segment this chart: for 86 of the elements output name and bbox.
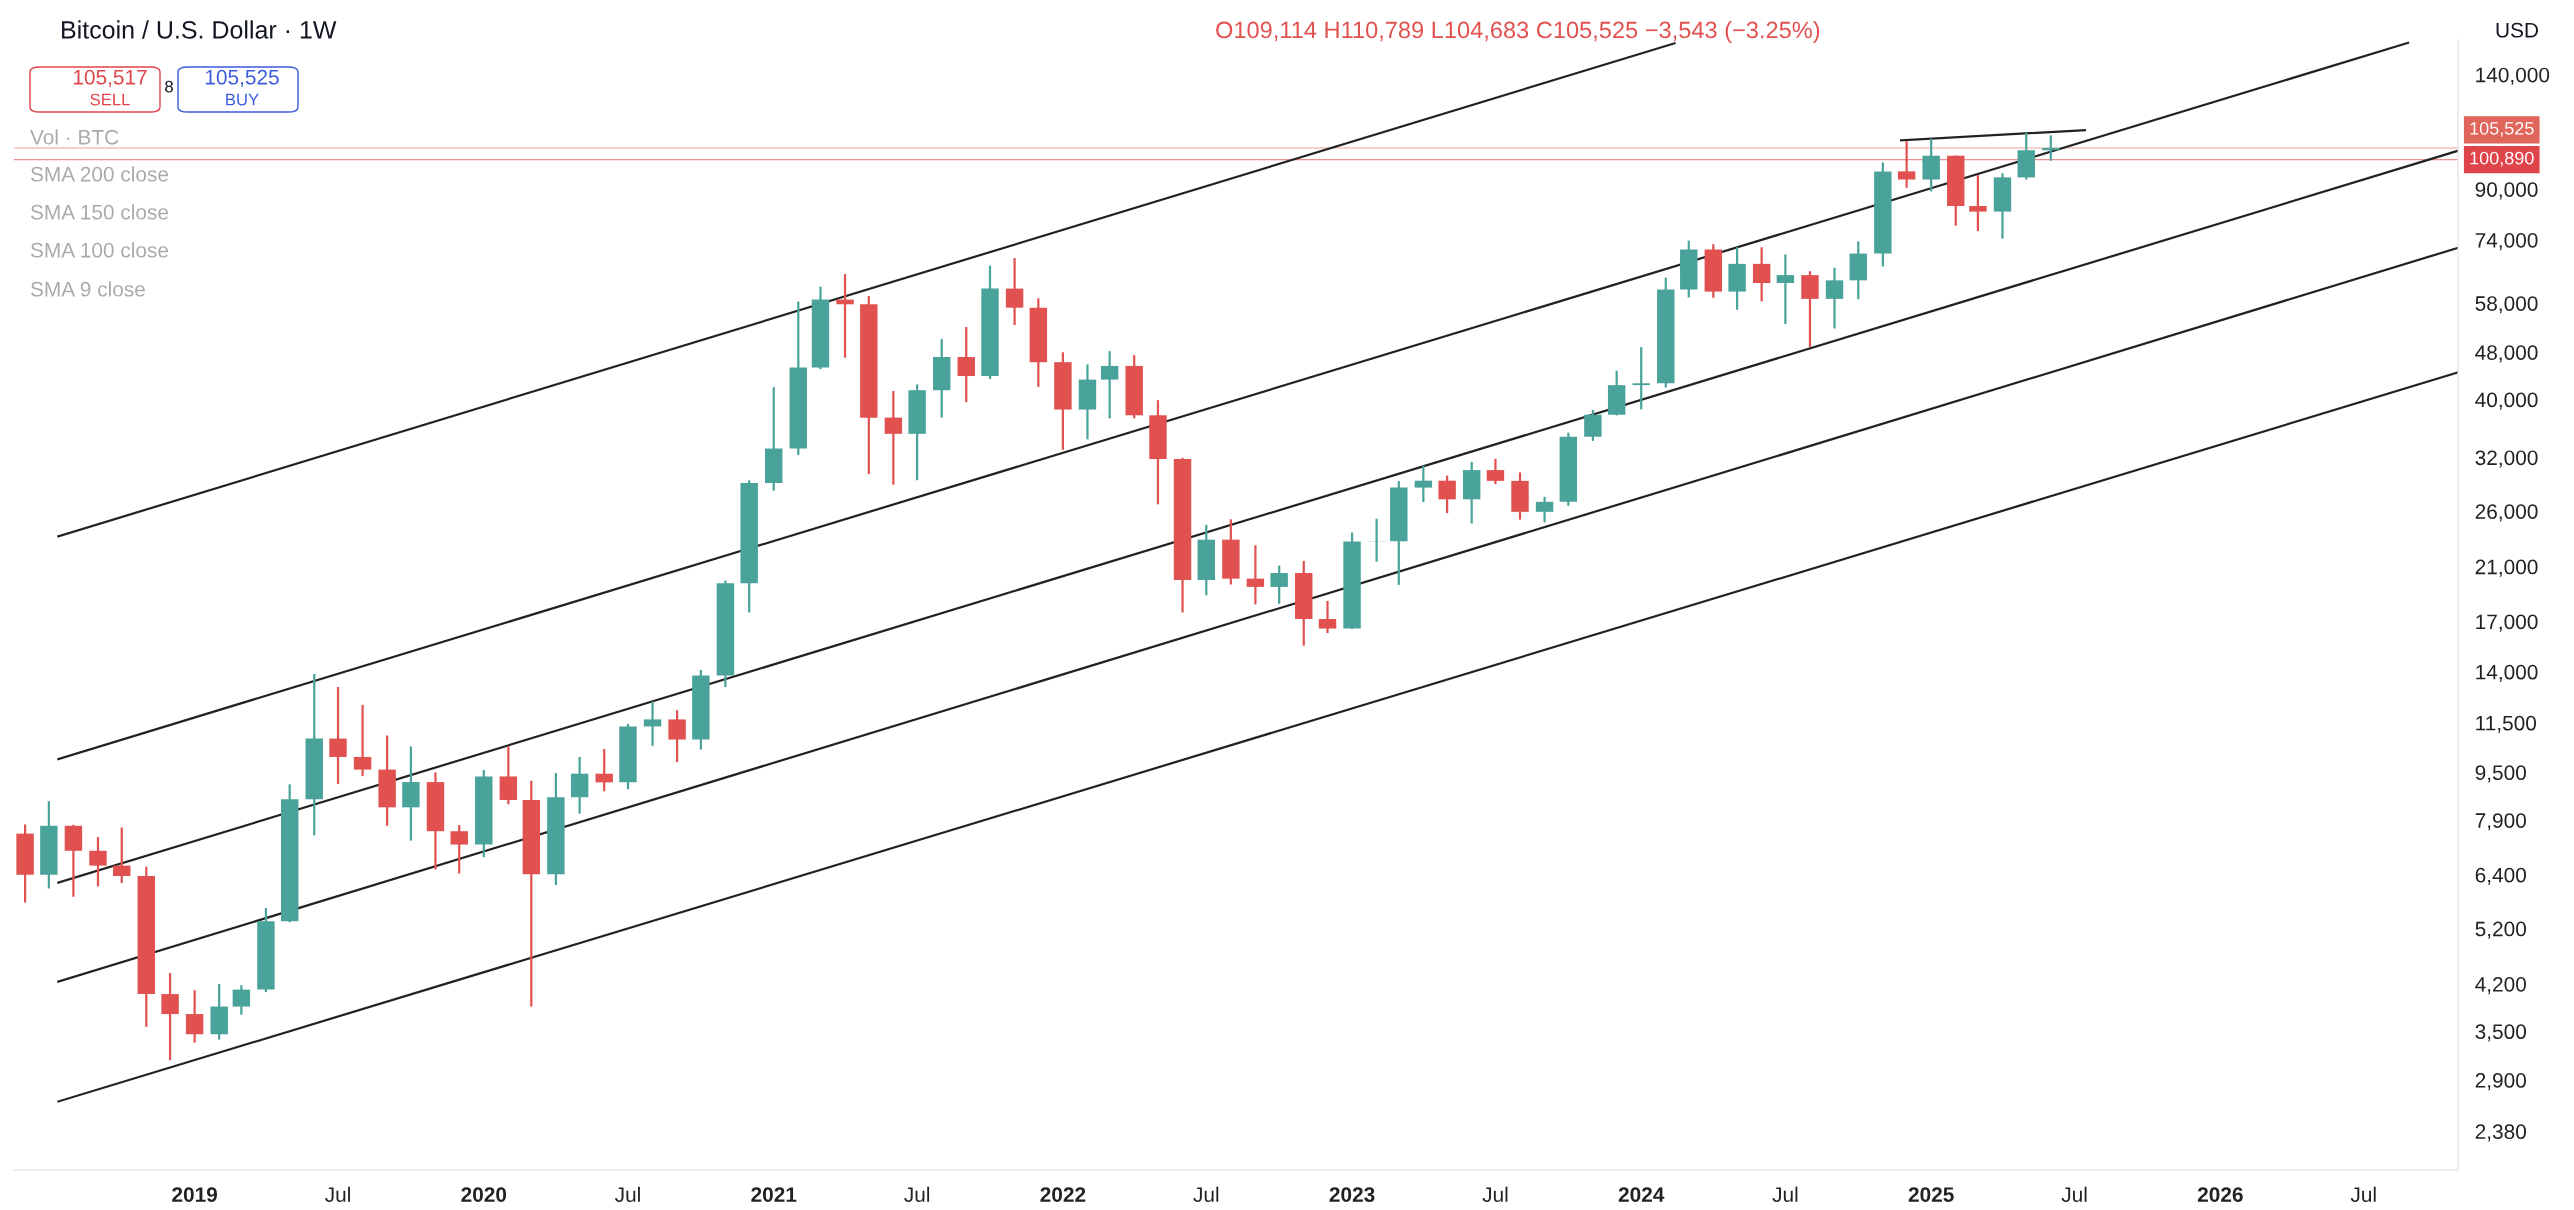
candlestick	[89, 836, 107, 888]
ref-line-label: 100,890	[2470, 151, 2534, 167]
x-tick-label: Jul	[2350, 1186, 2376, 1202]
candlestick	[1486, 457, 1505, 486]
ref-line-label: 105,525	[2470, 121, 2534, 137]
annotation: 105,517	[73, 69, 147, 88]
y-tick-label: 32,000	[2475, 450, 2538, 468]
candlestick	[2042, 134, 2060, 162]
x-tick-label: 2025	[1908, 1187, 1954, 1202]
candlestick	[1414, 464, 1433, 504]
text: USD	[2496, 22, 2538, 38]
annotation: SMA 9 close	[30, 281, 145, 297]
x-tick-label: Jul	[325, 1186, 350, 1202]
annotation: SMA 150 close	[30, 204, 169, 220]
candlestick	[185, 989, 204, 1044]
candlestick	[232, 984, 251, 1016]
candlestick	[957, 325, 975, 404]
annotation: O109,114 H110,789 L104,683 C105,525 −3,543 (−3.25%)	[1216, 21, 1820, 43]
x-tick-label: Jul	[2061, 1186, 2087, 1202]
candlestick	[329, 685, 347, 786]
candlestick	[450, 824, 468, 875]
candlestick	[1632, 345, 1650, 411]
candlestick	[1535, 495, 1554, 524]
candlestick	[113, 826, 131, 885]
y-tick-label: 6,400	[2475, 867, 2526, 885]
annotation: Vol · BTC	[30, 129, 119, 145]
x-tick-label: 2022	[1040, 1187, 1086, 1202]
x-tick-label: Jul	[614, 1186, 640, 1202]
y-tick-label: 9,500	[2475, 765, 2526, 783]
y-tick-label: 48,000	[2475, 345, 2538, 363]
x-tick-label: Jul	[1193, 1186, 1219, 1202]
annotation: 105,525	[205, 69, 279, 88]
y-tick-label: 2,380	[2475, 1124, 2526, 1142]
y-tick-label: 74,000	[2475, 232, 2538, 251]
x-tick-label: Jul	[1772, 1186, 1798, 1202]
x-tick-label: Jul	[904, 1186, 930, 1202]
candlestick	[570, 755, 589, 815]
candlestick	[1005, 257, 1024, 327]
candlestick	[1969, 174, 1987, 233]
y-tick-label: 3,500	[2475, 1024, 2526, 1042]
candlestick	[1318, 599, 1337, 635]
y-tick-label: 26,000	[2475, 504, 2538, 522]
candlestick	[1270, 564, 1288, 605]
candlestick	[1438, 474, 1456, 515]
annotation: SELL	[90, 93, 130, 106]
x-tick-label: 2020	[461, 1187, 507, 1202]
candlestick	[1825, 266, 1844, 330]
x-tick-label: 2019	[172, 1187, 218, 1202]
x-tick-label: 2026	[2197, 1187, 2243, 1202]
y-tick-label: 2,900	[2475, 1073, 2526, 1091]
candlestick	[1897, 140, 1916, 189]
candlestick	[1752, 246, 1771, 303]
candlestick	[161, 972, 179, 1062]
annotation: BUY	[226, 93, 259, 106]
annotation: SMA 100 close	[30, 242, 169, 258]
y-tick-label: 14,000	[2476, 664, 2538, 682]
y-tick-label: 58,000	[2475, 296, 2538, 314]
y-tick-label: 5,200	[2475, 921, 2526, 939]
y-tick-label: 17,000	[2476, 614, 2538, 632]
candlestick	[1367, 517, 1386, 563]
y-tick-label: 40,000	[2475, 392, 2538, 410]
annotation: SMA 200 close	[30, 166, 169, 182]
candlestick	[1776, 253, 1795, 326]
candlestick	[1100, 350, 1119, 420]
candlestick	[595, 747, 613, 793]
candlestick	[1922, 137, 1940, 193]
y-tick-label: 21,000	[2475, 559, 2538, 577]
y-tick-label: 4,200	[2475, 977, 2526, 995]
candlestick	[1801, 270, 1819, 348]
candlestick	[884, 389, 903, 486]
candlestick	[1246, 544, 1265, 606]
x-tick-label: 2021	[751, 1187, 797, 1202]
y-tick-label: 90,000	[2475, 182, 2538, 200]
annotation: 8	[165, 80, 173, 93]
y-tick-label: 140,000	[2476, 67, 2550, 85]
candlestick	[499, 745, 518, 806]
x-tick-label: Jul	[1482, 1186, 1508, 1202]
x-tick-label: 2024	[1618, 1187, 1665, 1202]
text: Bitcoin / U.S. Dollar · 1W	[62, 20, 337, 39]
candlestick	[668, 709, 686, 764]
candlestick	[1584, 408, 1602, 443]
x-tick-label: 2023	[1329, 1187, 1375, 1202]
y-tick-label: 11,500	[2476, 715, 2537, 733]
candlestick	[353, 703, 372, 778]
candlestick	[643, 700, 662, 747]
y-tick-label: 7,900	[2475, 813, 2526, 831]
